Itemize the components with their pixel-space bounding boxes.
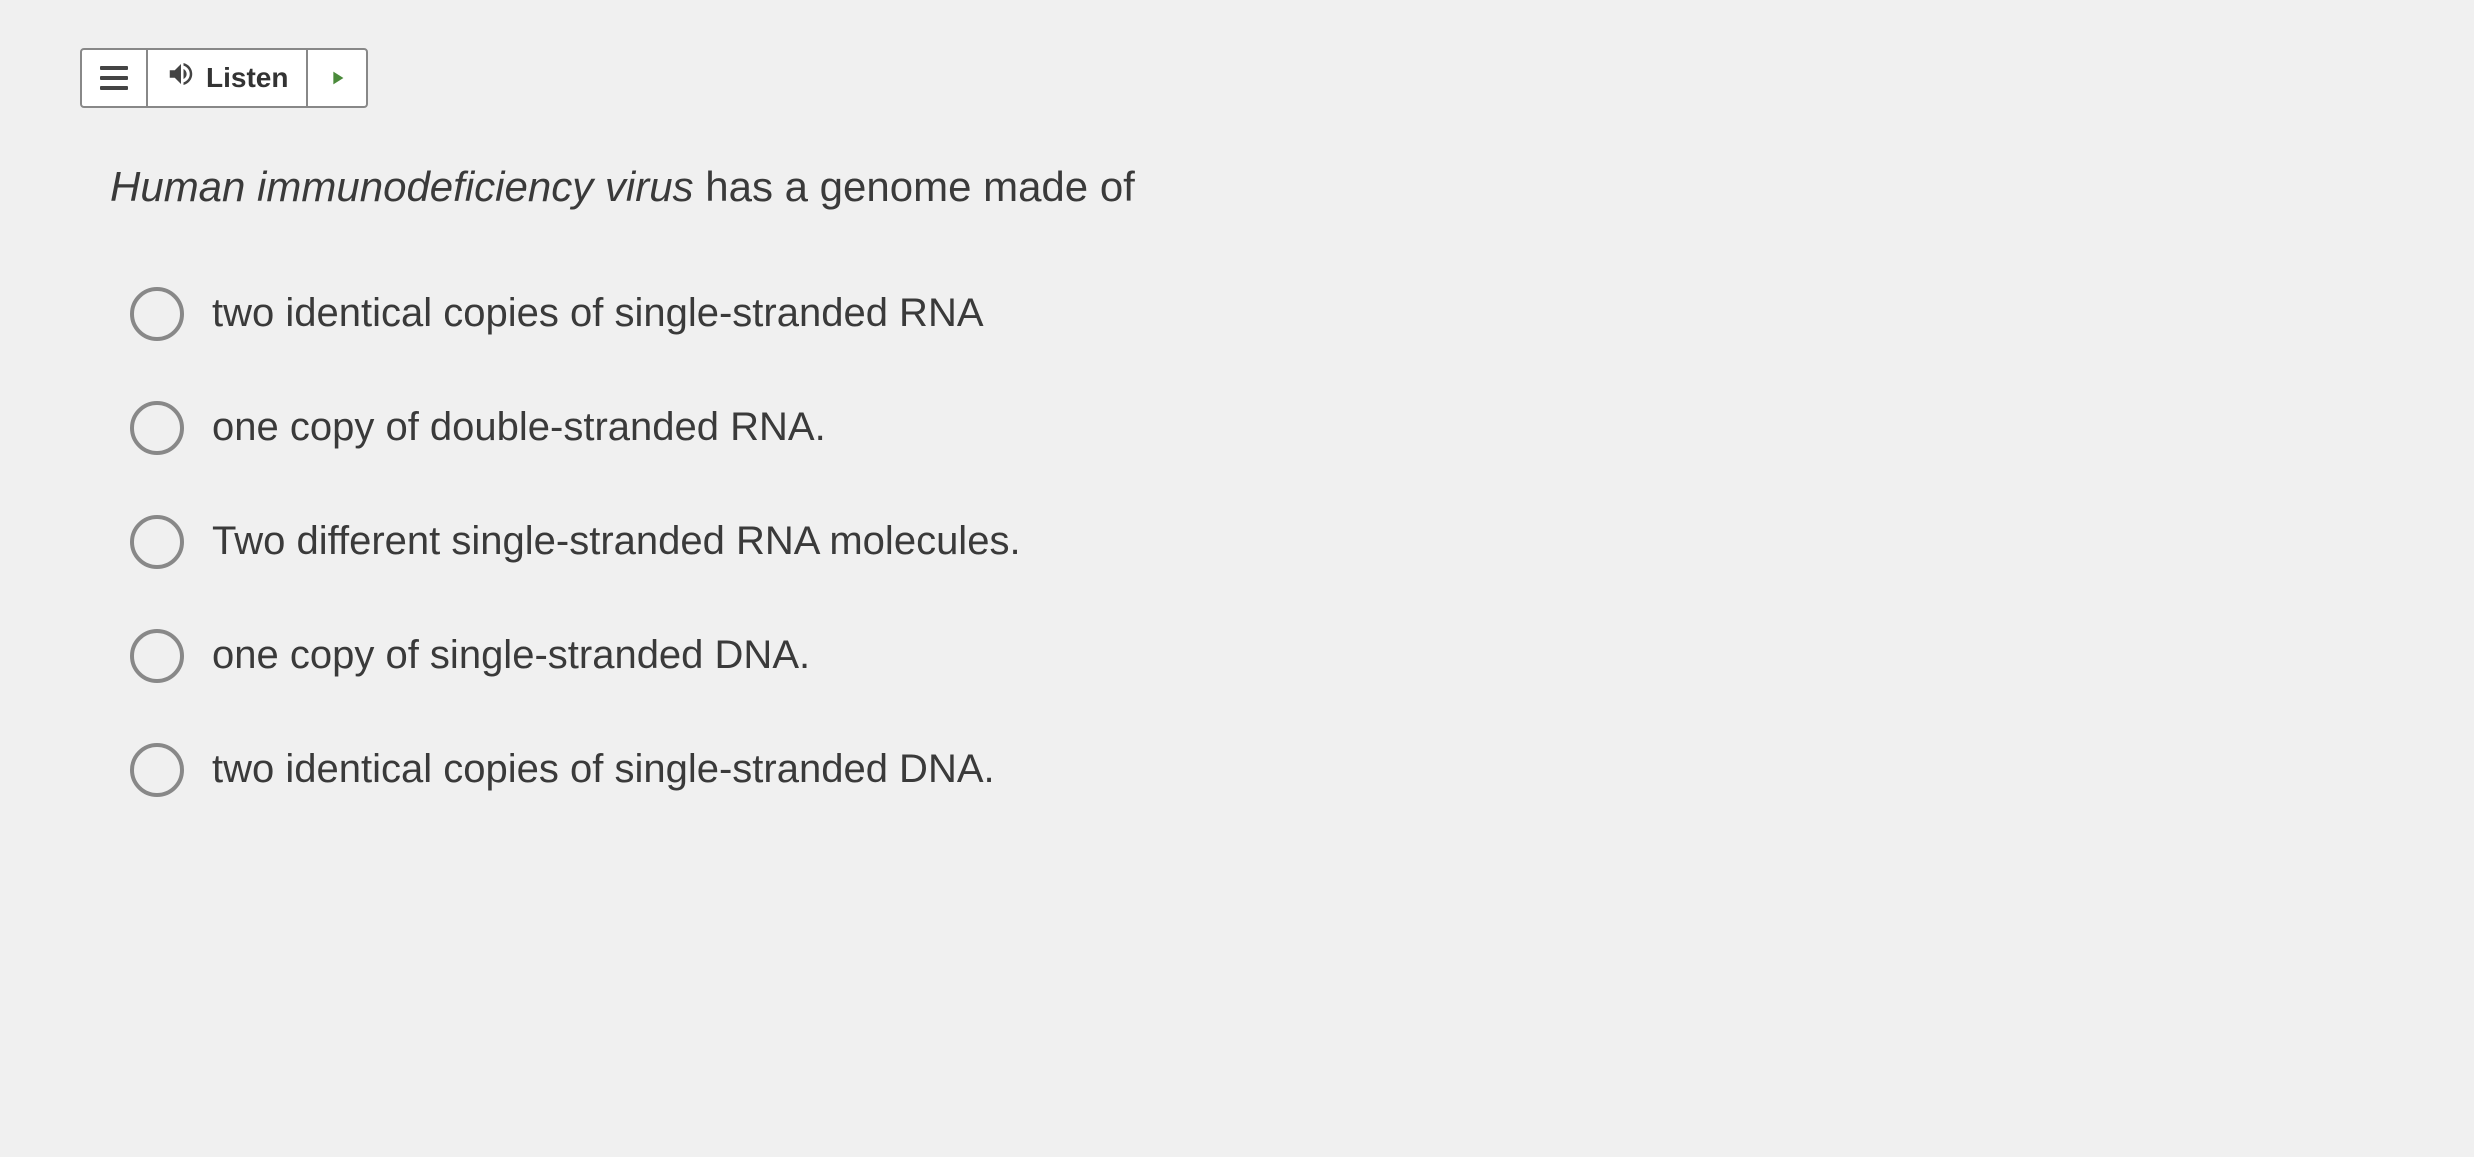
option-text: Two different single-stranded RNA molecu… [212,519,1021,564]
play-button[interactable] [308,50,366,106]
options-container: two identical copies of single-stranded … [130,287,2394,797]
option-4[interactable]: one copy of single-stranded DNA. [130,629,2394,683]
option-1[interactable]: two identical copies of single-stranded … [130,287,2394,341]
radio-button[interactable] [130,401,184,455]
menu-button[interactable] [82,50,148,106]
speaker-icon [166,59,196,98]
question-text: Human immunodeficiency virus has a genom… [110,158,2394,217]
radio-button[interactable] [130,287,184,341]
question-italic: Human immunodeficiency virus [110,163,694,210]
option-text: two identical copies of single-stranded … [212,747,995,792]
option-2[interactable]: one copy of double-stranded RNA. [130,401,2394,455]
radio-button[interactable] [130,515,184,569]
hamburger-icon [100,66,128,90]
listen-button[interactable]: Listen [148,50,308,106]
listen-toolbar: Listen [80,48,368,108]
option-text: one copy of double-stranded RNA. [212,405,826,450]
question-rest: has a genome made of [694,163,1135,210]
option-5[interactable]: two identical copies of single-stranded … [130,743,2394,797]
option-text: two identical copies of single-stranded … [212,291,984,336]
listen-label: Listen [206,62,288,94]
option-3[interactable]: Two different single-stranded RNA molecu… [130,515,2394,569]
radio-button[interactable] [130,743,184,797]
radio-button[interactable] [130,629,184,683]
option-text: one copy of single-stranded DNA. [212,633,810,678]
play-icon [326,59,348,98]
